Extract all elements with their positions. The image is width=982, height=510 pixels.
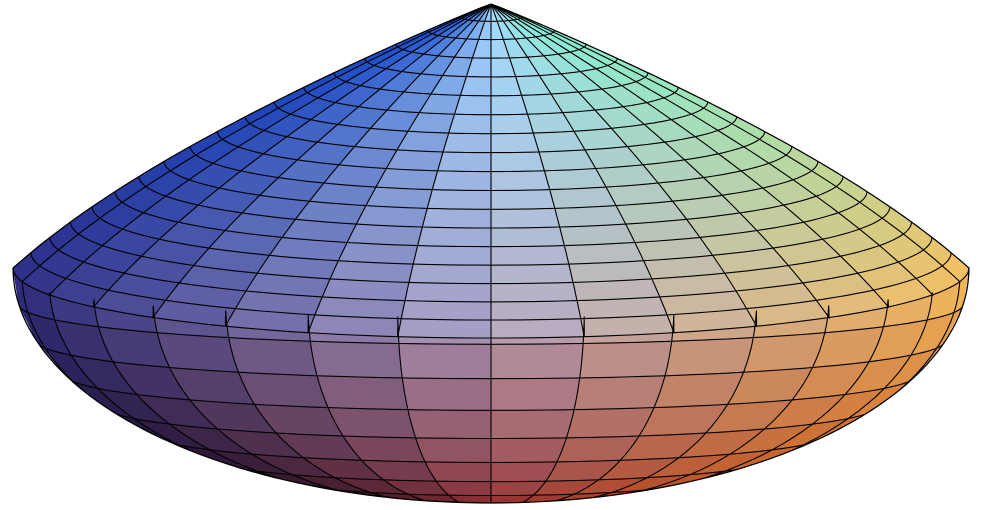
surface-facet (490, 437, 567, 463)
surface-facet (407, 409, 492, 439)
meridian-line (307, 4, 492, 503)
surface-facet (437, 151, 492, 172)
surface-facet (346, 223, 423, 246)
surface-facet (398, 343, 492, 380)
surface-facet (490, 300, 582, 321)
surface-facet (426, 189, 492, 210)
surface-facet (462, 504, 491, 507)
surface-facet (316, 375, 409, 410)
surface-facet (573, 375, 666, 410)
surface-facet (309, 340, 403, 379)
surface-facet (397, 318, 492, 339)
meridian-line (224, 4, 492, 503)
surface-facet (579, 340, 673, 379)
surface-facet (559, 223, 636, 246)
surface-facet (365, 186, 433, 209)
surface-facet (490, 343, 584, 380)
surface-facet (490, 226, 565, 248)
surface-facet (412, 245, 492, 266)
surface-facet (431, 170, 492, 191)
surface-facet (490, 132, 540, 153)
surface-facet (228, 337, 318, 377)
surface-facet (355, 205, 428, 228)
surface-facet (490, 318, 585, 339)
surface-facet (490, 151, 545, 172)
surface-facet (664, 337, 754, 377)
surface-outline (12, 3, 970, 504)
surface-facet (417, 226, 492, 248)
meridian-line (490, 4, 758, 503)
surface-facet (401, 377, 492, 411)
surface-facet (490, 377, 581, 411)
surface-facet (434, 502, 477, 503)
surface-facet (490, 208, 561, 229)
surface-facet (490, 189, 556, 210)
surface-facet (448, 113, 492, 135)
surface-facet (490, 245, 570, 266)
surface-facet (404, 282, 492, 303)
surface-facet (490, 263, 574, 284)
surface-facet (442, 132, 492, 153)
surface-facet (554, 205, 627, 228)
surface-facet (490, 409, 575, 439)
meridian-line (490, 4, 830, 503)
surface-facet (415, 437, 492, 463)
surface-facet (400, 300, 492, 321)
surface-facet (505, 502, 548, 503)
meridian-line (490, 4, 675, 503)
meridian-line (152, 4, 492, 503)
surface-facet (491, 504, 520, 507)
meridian-line (490, 4, 585, 503)
surface-facet (490, 282, 578, 303)
meridian-line (397, 4, 492, 503)
surface-facet (490, 113, 534, 135)
surface-facet (421, 208, 492, 229)
surface-facet (408, 263, 492, 284)
surface-facet (490, 170, 551, 191)
surface-facet (549, 186, 617, 209)
